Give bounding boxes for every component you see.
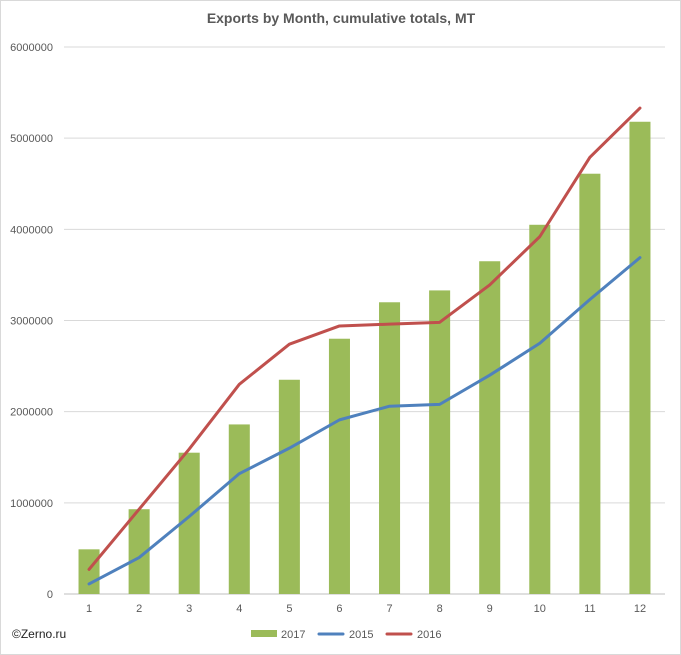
x-tick-label: 2 (136, 603, 142, 615)
gridlines (64, 46, 665, 595)
bar (479, 261, 501, 594)
bar (228, 424, 250, 594)
x-tick-label: 8 (437, 603, 443, 615)
source-credit: ©Zerno.ru (12, 627, 67, 641)
legend-label-2017: 2017 (281, 629, 305, 641)
series-line-2016 (87, 106, 642, 571)
x-tick-label: 4 (236, 603, 242, 615)
x-tick-label: 6 (336, 603, 342, 615)
bar (529, 224, 551, 594)
x-axis-ticks: 1 2 3 4 5 6 7 8 9 10 11 12 (86, 603, 646, 615)
legend-label-2015: 2015 (349, 629, 373, 641)
y-tick-label: 0 (47, 589, 53, 601)
bar (128, 509, 150, 594)
bar (579, 173, 601, 594)
bar (178, 452, 200, 594)
series-line-2015 (87, 256, 642, 586)
legend-label-2016: 2016 (417, 629, 441, 641)
y-tick-label: 3000000 (10, 316, 53, 328)
bar-series-2017 (78, 121, 651, 595)
legend-swatch-2017 (251, 630, 277, 637)
x-tick-label: 9 (487, 603, 493, 615)
x-tick-label: 3 (186, 603, 192, 615)
x-tick-label: 11 (584, 603, 595, 615)
y-tick-label: 5000000 (10, 133, 53, 145)
legend: 2017 2015 2016 (251, 629, 441, 641)
x-tick-label: 1 (86, 603, 92, 615)
bar (429, 290, 451, 594)
bar (278, 379, 300, 594)
bar (379, 302, 401, 594)
x-tick-label: 12 (634, 603, 646, 615)
bar (328, 338, 350, 594)
x-tick-label: 7 (386, 603, 392, 615)
y-tick-label: 4000000 (10, 224, 53, 236)
y-tick-label: 6000000 (10, 42, 53, 54)
x-tick-label: 10 (534, 603, 546, 615)
line-series (87, 106, 642, 586)
chart-title: Exports by Month, cumulative totals, MT (207, 10, 476, 26)
x-tick-label: 5 (286, 603, 292, 615)
y-tick-label: 1000000 (10, 498, 53, 510)
bar (78, 549, 100, 594)
y-axis-ticks: 0 1000000 2000000 3000000 4000000 5000000 6000… (10, 42, 53, 601)
y-tick-label: 2000000 (10, 407, 53, 419)
bar (629, 121, 651, 595)
